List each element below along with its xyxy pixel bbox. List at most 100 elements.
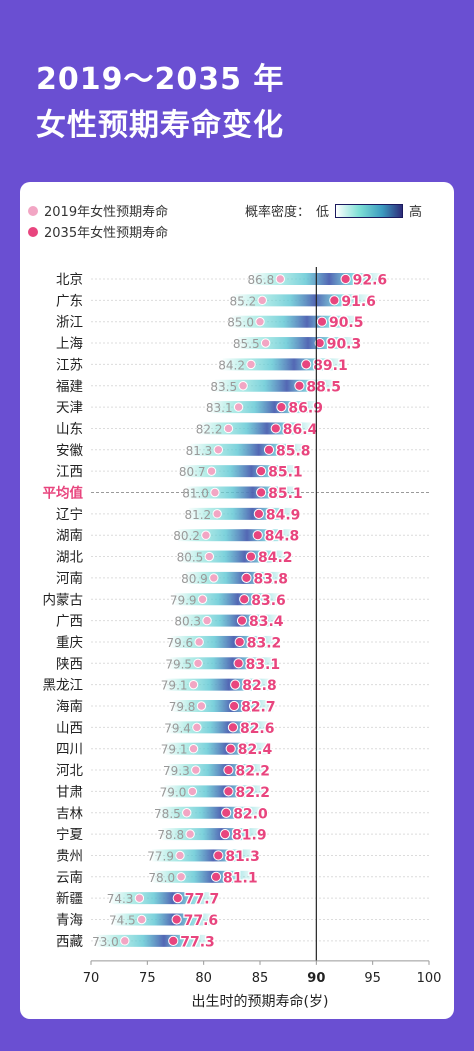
x-tick-label: 80 bbox=[195, 971, 212, 986]
value-label-2019: 79.9 bbox=[170, 593, 197, 607]
category-label: 天津 bbox=[56, 400, 83, 416]
category-label: 广东 bbox=[56, 293, 83, 309]
value-label-2019: 80.3 bbox=[174, 615, 201, 629]
category-label: 广西 bbox=[56, 614, 83, 630]
value-label-2019: 85.5 bbox=[233, 337, 260, 351]
category-label: 云南 bbox=[56, 870, 83, 886]
point-2019 bbox=[201, 530, 211, 540]
x-tick-label: 85 bbox=[252, 971, 269, 986]
category-label: 江西 bbox=[56, 464, 83, 480]
point-2019 bbox=[187, 786, 198, 797]
value-label-2035: 83.6 bbox=[251, 593, 286, 609]
value-label-2035: 82.0 bbox=[233, 806, 268, 822]
value-label-2035: 77.3 bbox=[180, 934, 215, 950]
value-label-2035: 85.1 bbox=[268, 465, 303, 481]
legend-2035: 2035年女性预期寿命 bbox=[28, 222, 168, 241]
point-2019 bbox=[257, 295, 267, 306]
point-2019 bbox=[175, 850, 185, 861]
value-label-2019: 83.5 bbox=[210, 380, 237, 394]
point-2019 bbox=[134, 893, 145, 903]
value-label-2019: 79.1 bbox=[161, 743, 188, 757]
category-label: 贵州 bbox=[56, 848, 83, 864]
value-label-2035: 84.8 bbox=[265, 529, 300, 545]
point-2019 bbox=[185, 829, 195, 839]
value-label-2019: 73.0 bbox=[92, 935, 119, 949]
category-label: 河南 bbox=[56, 571, 83, 587]
title-line-1: 2019～2035 年 bbox=[36, 62, 285, 97]
category-label: 海南 bbox=[56, 699, 83, 715]
title-line-2: 女性预期寿命变化 bbox=[36, 108, 284, 143]
category-label: 浙江 bbox=[56, 315, 83, 331]
point-2019 bbox=[197, 594, 208, 604]
value-label-2019: 78.0 bbox=[148, 871, 175, 885]
value-label-2035: 91.6 bbox=[341, 294, 376, 310]
point-2019 bbox=[209, 573, 219, 583]
point-2035 bbox=[241, 572, 252, 584]
point-2035 bbox=[234, 636, 245, 648]
value-label-2035: 83.2 bbox=[247, 635, 282, 651]
value-label-2019: 85.2 bbox=[230, 294, 257, 308]
x-axis-title: 出生时的预期寿命(岁) bbox=[192, 993, 329, 1010]
point-2035 bbox=[263, 444, 275, 455]
point-2035 bbox=[236, 615, 248, 626]
value-label-2035: 82.8 bbox=[242, 678, 277, 694]
density-low-label: 低 bbox=[316, 205, 330, 220]
x-tick-label: 95 bbox=[364, 971, 381, 986]
category-label: 宁夏 bbox=[56, 826, 83, 843]
point-2019 bbox=[137, 914, 147, 925]
point-2035 bbox=[219, 829, 231, 840]
point-2035 bbox=[276, 402, 287, 413]
category-label: 重庆 bbox=[56, 635, 83, 651]
legend-2019-dot-icon bbox=[28, 205, 38, 216]
point-2035 bbox=[213, 850, 224, 861]
point-2019 bbox=[188, 744, 199, 754]
category-label: 山东 bbox=[56, 421, 83, 437]
value-label-2019: 82.2 bbox=[196, 422, 223, 436]
value-label-2035: 81.1 bbox=[223, 870, 258, 886]
point-2035 bbox=[314, 337, 325, 349]
value-label-2035: 92.6 bbox=[353, 273, 388, 289]
point-2035 bbox=[301, 359, 312, 370]
value-label-2019: 79.4 bbox=[164, 721, 191, 735]
value-label-2019: 81.2 bbox=[184, 508, 211, 522]
value-label-2035: 86.4 bbox=[283, 422, 318, 438]
point-2035 bbox=[316, 316, 328, 327]
x-tick-label: 75 bbox=[139, 971, 156, 986]
value-label-2035: 83.4 bbox=[249, 614, 284, 630]
value-label-2019: 81.3 bbox=[186, 444, 213, 458]
value-label-2035: 85.1 bbox=[268, 486, 303, 502]
density-band bbox=[231, 315, 362, 328]
point-2019 bbox=[202, 615, 212, 626]
value-label-2019: 86.8 bbox=[248, 273, 275, 287]
legend-2035-dot-icon bbox=[28, 226, 38, 237]
value-label-2019: 79.6 bbox=[166, 636, 193, 650]
density-band bbox=[234, 294, 374, 307]
value-label-2035: 82.7 bbox=[241, 700, 276, 716]
legend-2019-label: 2019年女性预期寿命 bbox=[44, 205, 169, 220]
point-2035 bbox=[245, 551, 257, 562]
point-2035 bbox=[294, 380, 305, 391]
point-2035 bbox=[172, 893, 183, 904]
value-label-2035: 83.1 bbox=[246, 657, 281, 673]
value-label-2019: 79.1 bbox=[161, 679, 188, 693]
category-label: 青海 bbox=[56, 913, 83, 929]
point-2019 bbox=[212, 509, 222, 519]
category-label: 西藏 bbox=[56, 934, 83, 950]
category-label: 辽宁 bbox=[56, 506, 83, 523]
value-label-2019: 80.5 bbox=[177, 551, 204, 565]
point-2019 bbox=[194, 637, 204, 647]
point-2019 bbox=[191, 765, 201, 775]
point-2035 bbox=[230, 679, 241, 690]
point-2019 bbox=[193, 658, 203, 668]
point-2035 bbox=[256, 487, 267, 498]
value-label-2035: 84.2 bbox=[258, 550, 293, 566]
value-label-2019: 84.2 bbox=[218, 358, 245, 372]
point-2035 bbox=[210, 871, 222, 882]
value-label-2019: 78.5 bbox=[154, 807, 181, 821]
value-label-2019: 77.9 bbox=[147, 849, 174, 863]
value-label-2035: 82.2 bbox=[235, 785, 270, 801]
point-2035 bbox=[233, 658, 244, 669]
point-2035 bbox=[270, 423, 281, 434]
density-high-label: 高 bbox=[409, 205, 423, 220]
value-label-2019: 83.1 bbox=[206, 401, 233, 415]
